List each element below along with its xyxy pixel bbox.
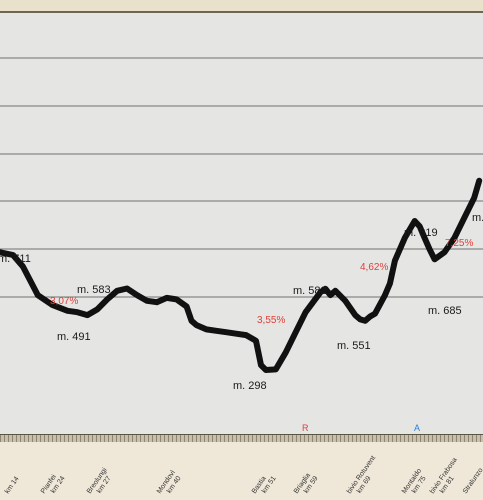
top-border [0, 0, 483, 13]
svg-text:Montaldokm 75: Montaldokm 75 [401, 467, 430, 499]
x-tick-label: Breolungikm 27 [86, 467, 116, 500]
plot-area [0, 13, 483, 435]
svg-text:Mondovìkm 40: Mondovìkm 40 [156, 469, 184, 500]
svg-text:bivio Rotuventkm 69: bivio Rotuventkm 69 [346, 455, 384, 500]
marker-r: R [302, 423, 309, 433]
label-m-583: m. 583 [77, 284, 111, 296]
gridlines [0, 57, 483, 298]
marker-a: A [414, 423, 420, 433]
label-m-491: m. 491 [57, 331, 91, 343]
label-m-298: m. 298 [233, 380, 267, 392]
grade-4-62: 4,62% [360, 262, 388, 273]
svg-text:Bastiakm 51: Bastiakm 51 [251, 471, 278, 500]
svg-text:bivio Frabosakm 81: bivio Frabosakm 81 [429, 457, 465, 500]
x-tick-label: bivio Frabosakm 81 [429, 457, 465, 500]
x-tick-label: km 14 [4, 475, 21, 495]
x-tick-label: Mondovìkm 40 [156, 469, 184, 500]
label-m-551: m. 551 [337, 340, 371, 352]
label-m-cut: m. [472, 212, 483, 224]
svg-text:Breolungikm 27: Breolungikm 27 [86, 467, 116, 500]
x-tick-label: Pianfeikm 24 [40, 471, 67, 500]
x-tick-label: Briagliakm 59 [293, 471, 320, 500]
grade-3-07: 3,07% [50, 296, 78, 307]
grade-3-55: 3,55% [257, 315, 285, 326]
svg-text:Stralunzo: Stralunzo [462, 467, 483, 495]
elevation-line [0, 177, 483, 373]
x-tick-label: bivio Rotuventkm 69 [346, 455, 384, 500]
svg-text:km 14: km 14 [4, 475, 21, 495]
label-m-819: m. 819 [404, 227, 438, 239]
grade-7-25: 7,25% [445, 238, 473, 249]
x-tick-labels: km 14 Pianfeikm 24 Breolungikm 27 Mondovìkm… [4, 455, 483, 500]
label-m-711: m. 711 [0, 253, 31, 265]
x-tick-label: Montaldokm 75 [401, 467, 430, 499]
x-tick-label: Stralunzo [462, 467, 483, 495]
svg-text:Briagliakm 59: Briagliakm 59 [293, 471, 320, 500]
svg-text:Pianfeikm 24: Pianfeikm 24 [40, 471, 67, 500]
label-m-685: m. 685 [428, 305, 462, 317]
x-tick-label: Bastiakm 51 [251, 471, 278, 500]
label-m-582: m. 582 [293, 285, 327, 297]
tick-label-area [0, 442, 483, 500]
